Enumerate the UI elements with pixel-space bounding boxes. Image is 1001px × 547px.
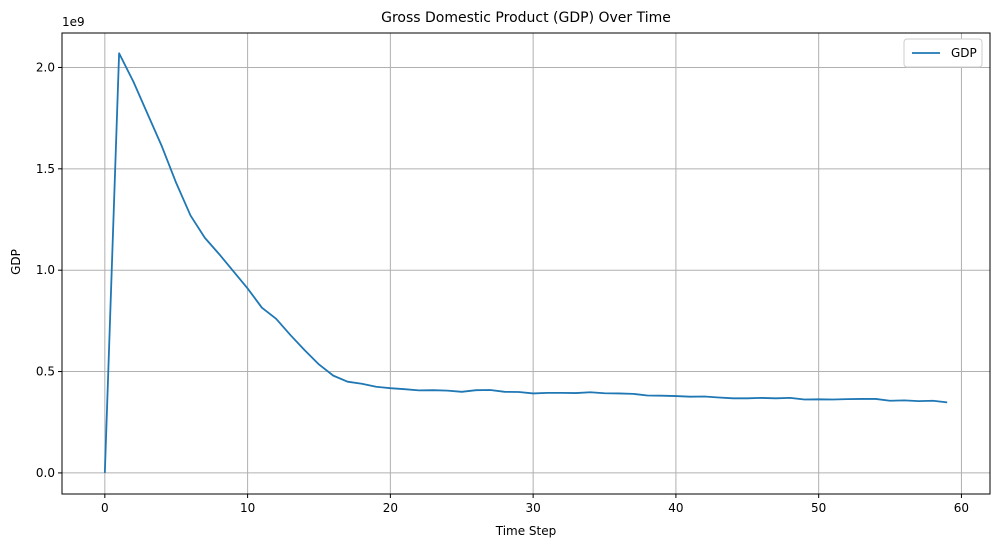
x-tick-label: 20	[383, 501, 398, 515]
plot-data	[103, 52, 948, 473]
x-axis-label: Time Step	[495, 524, 557, 538]
y-scale-label: 1e9	[62, 15, 85, 29]
y-tick-label: 1.5	[36, 162, 55, 176]
x-tick-label: 50	[811, 501, 826, 515]
x-tick-label: 40	[668, 501, 683, 515]
y-tick-label: 1.0	[36, 263, 55, 277]
x-tick-label: 10	[240, 501, 255, 515]
chart-title: Gross Domestic Product (GDP) Over Time	[381, 10, 671, 26]
x-tick-label: 30	[525, 501, 540, 515]
x-tick-label: 0	[101, 501, 109, 515]
legend: GDP	[903, 38, 983, 68]
legend-box	[903, 38, 983, 68]
y-tick-label: 0.5	[36, 365, 55, 379]
plot-frame	[61, 32, 991, 495]
grid-lines	[62, 33, 990, 494]
y-tick-label: 2.0	[36, 60, 55, 74]
y-axis-label: GDP	[9, 249, 23, 275]
x-axis-ticks: 0 10 20 30 40 50 60	[101, 494, 969, 515]
legend-label: GDP	[951, 46, 977, 60]
y-tick-label: 0.0	[36, 466, 55, 480]
x-tick-label: 60	[954, 501, 969, 515]
series-line-gdp	[103, 52, 948, 473]
y-axis-ticks: 0.0 0.5 1.0 1.5 2.0	[36, 60, 62, 480]
